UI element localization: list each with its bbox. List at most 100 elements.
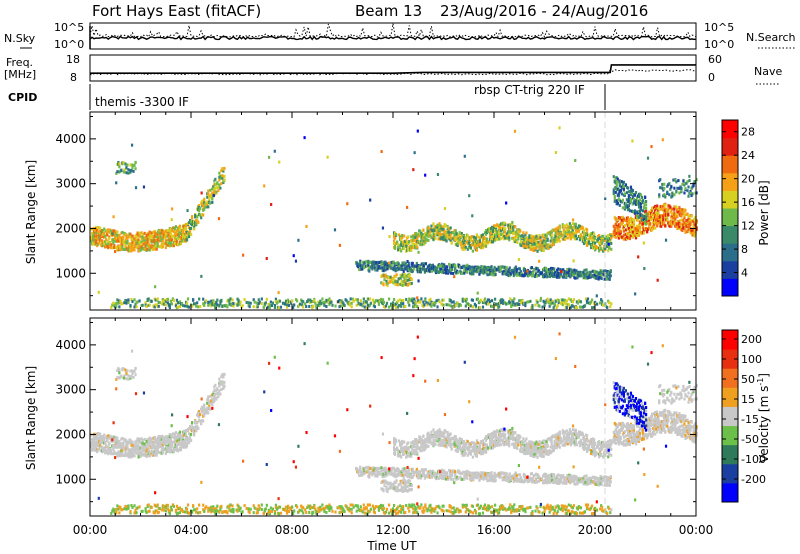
power-cell <box>169 299 172 303</box>
power-cell <box>207 303 210 307</box>
power-cell <box>557 299 560 303</box>
power-cell <box>558 225 561 229</box>
power-cell <box>638 228 642 232</box>
power-cell <box>630 225 634 229</box>
y-tick-label: 1000 <box>55 266 86 280</box>
power-cell <box>629 198 633 202</box>
power-cell <box>424 236 427 240</box>
power-cell <box>573 273 576 277</box>
power-cell <box>137 238 140 242</box>
power-cell <box>466 263 469 267</box>
power-cell <box>601 299 604 303</box>
colorbar-swatch <box>722 190 738 209</box>
power-cell <box>147 297 150 301</box>
power-cell <box>105 243 108 247</box>
power-cell <box>202 302 205 306</box>
power-cell <box>435 226 438 230</box>
power-cell <box>459 303 462 307</box>
power-cell <box>145 243 148 247</box>
power-cell <box>664 238 668 242</box>
power-cell <box>124 242 127 246</box>
power-cell <box>484 244 488 248</box>
power-cell <box>454 237 457 241</box>
power-cell <box>199 207 202 211</box>
power-cell <box>427 226 430 230</box>
power-cell <box>430 235 433 239</box>
power-cell <box>635 233 639 237</box>
power-cell <box>394 246 397 250</box>
power-cell <box>447 271 450 275</box>
power-cell <box>207 205 210 209</box>
power-cell <box>622 187 625 191</box>
velocity-cell <box>137 444 140 448</box>
power-cell <box>110 305 113 309</box>
power-cell <box>653 223 656 227</box>
power-cell <box>330 300 333 304</box>
power-cell <box>116 230 119 234</box>
power-cell <box>108 236 111 240</box>
velocity-cell <box>161 448 164 452</box>
velocity-cell <box>97 436 100 440</box>
power-cell <box>420 297 423 301</box>
power-cell <box>495 235 498 239</box>
power-cell <box>470 235 473 239</box>
power-cell <box>468 244 471 248</box>
power-cell <box>535 246 538 250</box>
power-cell <box>562 228 565 232</box>
power-cell <box>404 262 407 266</box>
power-cell <box>141 235 144 239</box>
power-cell <box>628 237 632 241</box>
power-cell <box>524 304 527 308</box>
power-cell <box>584 274 587 278</box>
power-cell <box>181 229 185 233</box>
freq-label-line1: Freq. <box>6 56 33 69</box>
power-cell <box>155 247 158 251</box>
power-cell <box>499 226 502 230</box>
power-cell <box>482 271 485 275</box>
power-cell <box>550 230 553 234</box>
power-cell <box>509 222 512 226</box>
power-cell <box>613 229 616 233</box>
power-cell <box>644 212 648 216</box>
power-cell <box>574 158 577 162</box>
power-cell <box>107 239 110 243</box>
power-cell <box>524 233 527 237</box>
power-cell <box>401 233 404 237</box>
power-cell <box>352 299 355 303</box>
power-cell <box>185 301 189 305</box>
power-cell <box>191 215 194 219</box>
power-cell <box>370 265 373 269</box>
power-cell <box>409 298 412 302</box>
power-cell <box>646 156 650 160</box>
power-cell <box>230 303 233 307</box>
power-cell <box>367 263 370 267</box>
power-cell <box>554 231 557 235</box>
power-cell <box>666 215 669 219</box>
power-cell <box>661 138 664 142</box>
power-cell <box>636 218 640 222</box>
velocity-cell <box>116 445 119 449</box>
power-cell <box>403 273 406 277</box>
power-cell <box>371 267 374 271</box>
colorbar-swatch <box>722 155 738 174</box>
power-cell <box>185 235 189 239</box>
power-cell <box>693 234 696 238</box>
power-cell <box>412 267 415 271</box>
power-cell <box>462 236 465 240</box>
power-cell <box>449 233 452 237</box>
power-cell <box>198 297 201 301</box>
power-cell <box>334 304 337 308</box>
power-cell <box>684 187 687 191</box>
power-cell <box>508 233 511 237</box>
power-cell <box>209 201 212 205</box>
power-cell <box>318 301 321 305</box>
power-cell <box>589 233 593 237</box>
power-cell <box>106 233 109 237</box>
power-cell <box>690 214 693 218</box>
velocity-cell <box>107 447 110 451</box>
power-cell <box>660 224 663 228</box>
power-cell <box>554 234 557 238</box>
power-cell <box>485 300 489 304</box>
power-cell <box>439 264 442 268</box>
power-cell <box>570 268 573 272</box>
